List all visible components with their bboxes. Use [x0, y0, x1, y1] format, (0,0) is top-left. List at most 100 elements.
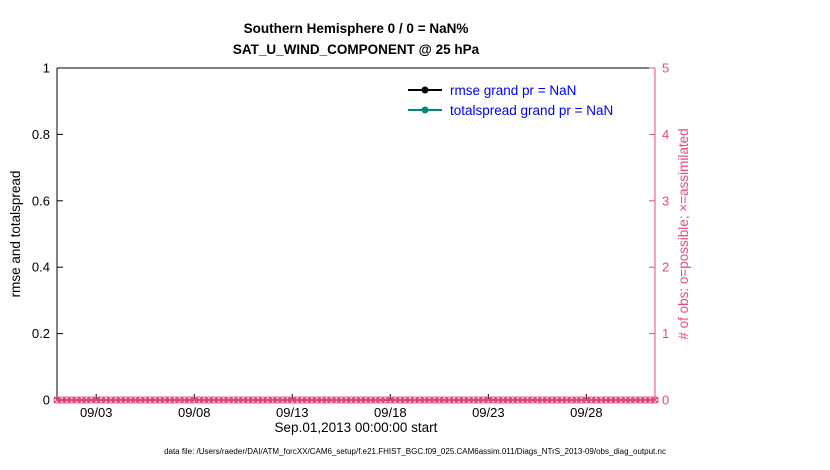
x-tick-label: 09/23: [472, 405, 505, 420]
possible-obs-marker: [234, 396, 242, 404]
possible-obs-marker: [386, 396, 394, 404]
possible-obs-marker: [323, 396, 331, 404]
possible-obs-marker: [102, 396, 110, 404]
obs-markers-group: [53, 396, 659, 404]
possible-obs-marker: [151, 396, 159, 404]
possible-obs-marker: [200, 396, 208, 404]
possible-obs-marker: [401, 396, 409, 404]
possible-obs-marker: [77, 396, 86, 404]
totalspread-line-sample: [408, 106, 442, 114]
possible-obs-marker: [543, 396, 551, 404]
possible-obs-marker: [259, 396, 267, 404]
left-y-tick-label: 0.4: [32, 260, 50, 275]
possible-obs-marker: [53, 396, 61, 404]
possible-obs-marker: [97, 396, 105, 404]
possible-obs-marker: [357, 396, 365, 404]
possible-obs-marker: [381, 396, 389, 404]
possible-obs-marker: [68, 396, 76, 404]
possible-obs-marker: [293, 396, 301, 404]
possible-obs-marker: [337, 396, 345, 404]
plot-background: [57, 68, 655, 400]
possible-obs-marker: [229, 396, 238, 404]
possible-obs-marker: [156, 396, 164, 404]
possible-obs-marker: [494, 396, 502, 404]
possible-obs-marker: [455, 396, 463, 404]
possible-obs-marker: [470, 396, 478, 404]
possible-obs-marker: [568, 396, 576, 404]
possible-obs-marker: [636, 396, 644, 404]
possible-obs-marker: [352, 396, 360, 404]
possible-obs-marker: [288, 396, 296, 404]
rmse-line-sample: [408, 86, 442, 94]
possible-obs-marker: [626, 396, 635, 404]
x-tick-label: 09/28: [570, 405, 603, 420]
possible-obs-marker: [205, 396, 213, 404]
right-y-axis-label: # of obs: o=possible; ×=assimilated: [676, 128, 691, 340]
possible-obs-marker: [254, 396, 262, 404]
possible-obs-marker: [450, 396, 458, 404]
possible-obs-marker: [161, 396, 169, 404]
assimilated-obs-marker: [651, 396, 659, 404]
possible-obs-marker: [577, 396, 586, 404]
possible-obs-marker: [347, 396, 355, 404]
possible-obs-marker: [499, 396, 507, 404]
possible-obs-marker: [342, 396, 350, 404]
possible-obs-marker: [362, 396, 370, 404]
possible-obs-marker: [396, 396, 404, 404]
possible-obs-marker: [479, 396, 487, 404]
left-y-tick-label: 0.2: [32, 326, 50, 341]
data-file-caption: data file: /Users/raeder/DAI/ATM_forcXX/…: [164, 447, 666, 456]
possible-obs-marker: [509, 396, 517, 404]
possible-obs-marker: [274, 396, 282, 404]
possible-obs-marker: [190, 396, 198, 404]
possible-obs-marker: [141, 396, 149, 404]
possible-obs-marker: [195, 396, 203, 404]
left-y-tick-label: 1: [43, 61, 50, 76]
right-y-tick-label: 2: [662, 260, 669, 275]
possible-obs-marker: [332, 396, 340, 404]
possible-obs-marker: [175, 396, 184, 404]
possible-obs-marker: [112, 396, 120, 404]
possible-obs-marker: [63, 396, 71, 404]
possible-obs-marker: [538, 396, 546, 404]
possible-obs-marker: [249, 396, 257, 404]
possible-obs-marker: [278, 396, 287, 404]
possible-obs-marker: [283, 396, 291, 404]
possible-obs-marker: [122, 396, 130, 404]
possible-obs-marker: [171, 396, 179, 404]
possible-obs-marker: [107, 396, 115, 404]
possible-obs-marker: [166, 396, 174, 404]
possible-obs-marker: [131, 396, 139, 404]
possible-obs-marker: [592, 396, 600, 404]
x-tick-label: 09/18: [374, 405, 407, 420]
possible-obs-marker: [617, 396, 625, 404]
x-tick-label: 09/08: [178, 405, 211, 420]
legend-entry-rmse: rmse grand pr = NaN: [408, 80, 613, 100]
possible-obs-marker: [465, 396, 473, 404]
possible-obs-marker: [220, 396, 228, 404]
possible-obs-marker: [225, 396, 233, 404]
possible-obs-marker: [303, 396, 311, 404]
possible-obs-marker: [504, 396, 512, 404]
possible-obs-marker: [180, 396, 188, 404]
possible-obs-marker: [73, 396, 81, 404]
possible-obs-marker: [239, 396, 247, 404]
possible-obs-marker: [376, 396, 385, 404]
possible-obs-marker: [185, 396, 193, 404]
possible-obs-marker: [82, 396, 90, 404]
possible-obs-marker: [489, 396, 497, 404]
possible-obs-marker: [425, 396, 434, 404]
possible-obs-marker: [587, 396, 595, 404]
possible-obs-marker: [421, 396, 429, 404]
possible-obs-marker: [519, 396, 527, 404]
legend-entry-totalspread: totalspread grand pr = NaN: [408, 100, 613, 120]
possible-obs-marker: [411, 396, 419, 404]
right-y-tick-label: 1: [662, 326, 669, 341]
x-tick-label: 09/03: [80, 405, 113, 420]
possible-obs-marker: [602, 396, 610, 404]
possible-obs-marker: [631, 396, 639, 404]
possible-obs-marker: [146, 396, 154, 404]
possible-obs-marker: [548, 396, 556, 404]
chart-subtitle: SAT_U_WIND_COMPONENT @ 25 hPa: [232, 42, 480, 57]
